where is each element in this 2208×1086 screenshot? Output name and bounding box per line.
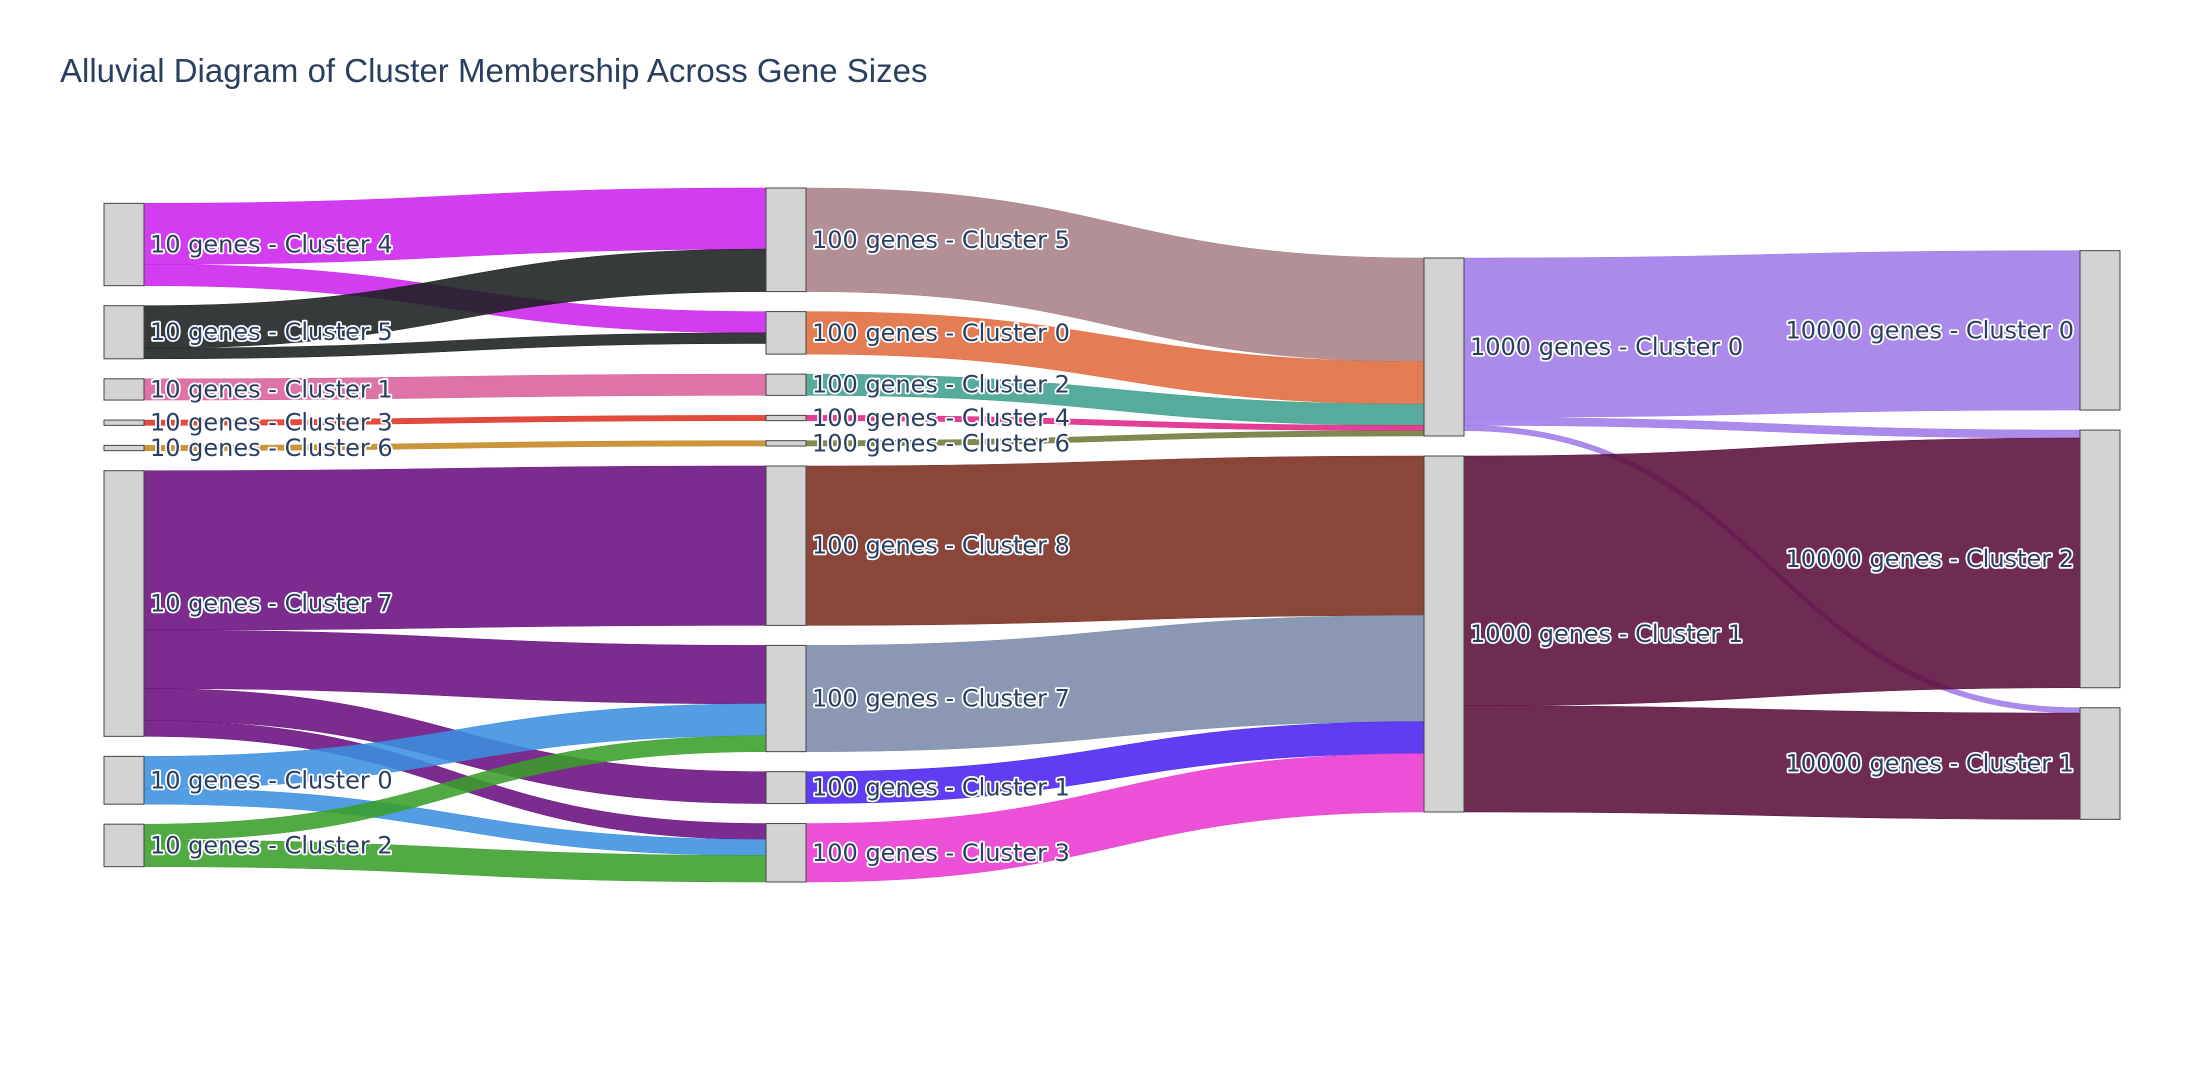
node-n10_2[interactable] (103, 823, 145, 868)
node-label-n100_6: 100 genes - Cluster 6 (812, 429, 1070, 457)
node-label-n10000_0: 10000 genes - Cluster 0 (1786, 316, 2074, 344)
node-label-n10_6: 10 genes - Cluster 6 (150, 434, 393, 462)
node-label-n100_3: 100 genes - Cluster 3 (812, 839, 1070, 867)
node-n100_5[interactable] (765, 187, 807, 293)
node-n100_6[interactable] (765, 440, 807, 447)
node-label-n10_7: 10 genes - Cluster 7 (150, 590, 393, 618)
link-n1000_0-to-n10000_2[interactable] (1463, 417, 2081, 439)
chart-title: Alluvial Diagram of Cluster Membership A… (60, 52, 928, 89)
node-label-n10_4: 10 genes - Cluster 4 (150, 230, 393, 258)
node-label-n10000_2: 10000 genes - Cluster 2 (1786, 545, 2074, 573)
node-label-n100_4: 100 genes - Cluster 4 (812, 404, 1070, 432)
nodes-layer (103, 187, 2121, 883)
node-label-n100_8: 100 genes - Cluster 8 (812, 532, 1070, 560)
node-n10_4[interactable] (103, 202, 145, 287)
node-label-n100_0: 100 genes - Cluster 0 (812, 319, 1070, 347)
node-label-n10_0: 10 genes - Cluster 0 (150, 766, 393, 794)
node-label-n100_2: 100 genes - Cluster 2 (812, 371, 1070, 399)
node-label-n100_5: 100 genes - Cluster 5 (812, 226, 1070, 254)
node-label-n1000_1: 1000 genes - Cluster 1 (1470, 620, 1743, 648)
node-n10_1[interactable] (103, 378, 145, 401)
node-n100_4[interactable] (765, 414, 807, 422)
node-n1000_0[interactable] (1423, 257, 1465, 437)
node-n10_3[interactable] (103, 419, 145, 426)
labels-layer: 10 genes - Cluster 4 10 genes - Cluster 5… (148, 224, 2076, 868)
node-n10000_0[interactable] (2079, 250, 2121, 411)
node-label-n10_5: 10 genes - Cluster 5 (150, 318, 393, 346)
node-label-n10_1: 10 genes - Cluster 1 (150, 375, 393, 403)
node-label-n100_1: 100 genes - Cluster 1 (812, 774, 1070, 802)
node-n100_7[interactable] (765, 644, 807, 753)
node-n10_7[interactable] (103, 470, 145, 737)
node-n1000_1[interactable] (1423, 455, 1465, 813)
node-label-n1000_0: 1000 genes - Cluster 0 (1470, 333, 1743, 361)
node-label-n10_3: 10 genes - Cluster 3 (150, 409, 393, 437)
node-n10_6[interactable] (103, 444, 145, 452)
node-n100_3[interactable] (765, 823, 807, 883)
node-n100_2[interactable] (765, 373, 807, 396)
node-n10_5[interactable] (103, 305, 145, 360)
links-layer (143, 187, 2081, 883)
node-n10000_1[interactable] (2079, 707, 2121, 820)
node-label-n100_7: 100 genes - Cluster 7 (812, 685, 1070, 713)
node-label-n10000_1: 10000 genes - Cluster 1 (1786, 750, 2074, 778)
node-n100_0[interactable] (765, 311, 807, 355)
node-n10000_2[interactable] (2079, 429, 2121, 689)
node-n10_0[interactable] (103, 755, 145, 805)
node-n100_8[interactable] (765, 465, 807, 626)
node-n100_1[interactable] (765, 771, 807, 805)
node-label-n10_2: 10 genes - Cluster 2 (150, 831, 393, 859)
